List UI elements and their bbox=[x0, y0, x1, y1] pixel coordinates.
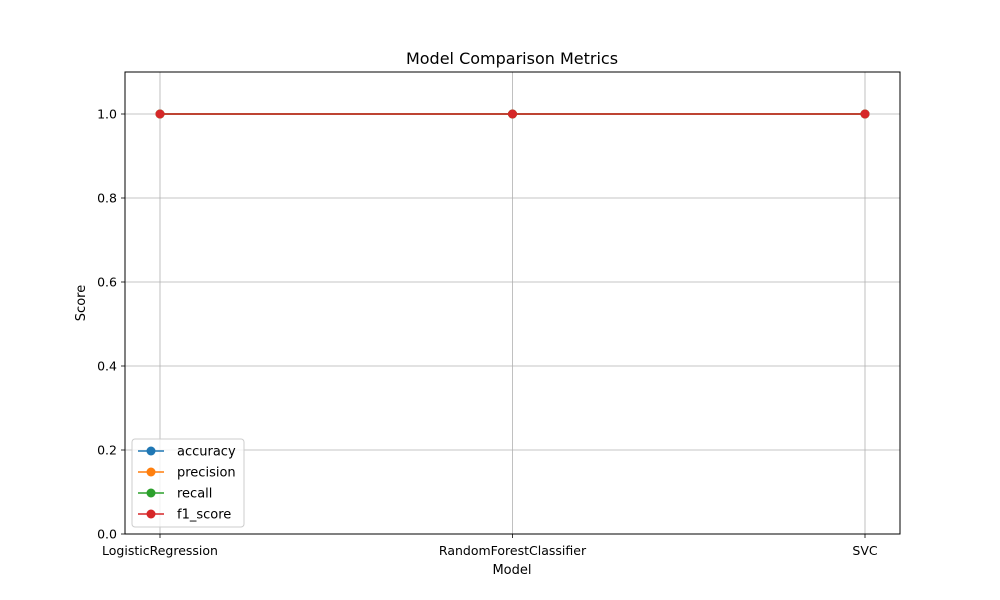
y-tick-label: 1.0 bbox=[97, 107, 117, 122]
x-axis-label: Model bbox=[492, 563, 531, 578]
x-ticks: LogisticRegression RandomForestClassifier… bbox=[102, 534, 878, 558]
data-point-f1_score bbox=[860, 109, 870, 119]
legend: accuracy precision recall f1_score bbox=[131, 438, 245, 528]
y-tick-label: 0.0 bbox=[97, 527, 117, 542]
legend-marker-recall bbox=[146, 488, 156, 498]
y-tick-label: 0.6 bbox=[97, 275, 117, 290]
legend-marker-precision bbox=[146, 467, 156, 477]
x-tick-label: SVC bbox=[852, 543, 877, 558]
y-tick-label: 0.2 bbox=[97, 443, 117, 458]
chart-title: Model Comparison Metrics bbox=[406, 49, 618, 68]
legend-frame bbox=[131, 438, 245, 528]
legend-label-precision: precision bbox=[177, 466, 236, 481]
y-tick-label: 0.8 bbox=[97, 191, 117, 206]
legend-label-recall: recall bbox=[177, 487, 212, 502]
legend-marker-f1_score bbox=[146, 509, 156, 519]
legend-label-accuracy: accuracy bbox=[177, 445, 236, 460]
series-layer bbox=[155, 109, 870, 119]
y-axis-label: Score bbox=[74, 285, 89, 321]
data-point-f1_score bbox=[155, 109, 165, 119]
legend-label-f1_score: f1_score bbox=[177, 508, 231, 523]
data-point-f1_score bbox=[508, 109, 517, 119]
y-ticks: 0.0 0.2 0.4 0.6 0.8 1.0 bbox=[97, 107, 125, 542]
y-tick-label: 0.4 bbox=[97, 359, 117, 374]
x-tick-label: RandomForestClassifier bbox=[439, 543, 587, 558]
legend-marker-accuracy bbox=[146, 446, 156, 456]
x-tick-label: LogisticRegression bbox=[102, 543, 218, 558]
